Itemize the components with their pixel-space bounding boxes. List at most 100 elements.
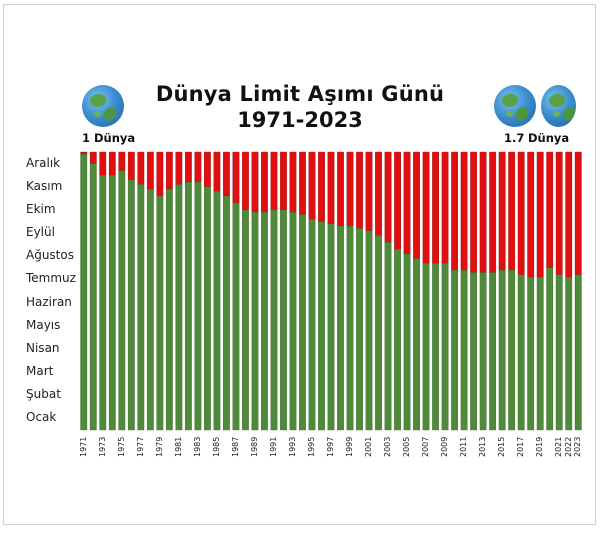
overshoot-bar-2023 xyxy=(574,151,582,275)
overshoot-bar-1992 xyxy=(280,151,287,211)
chart-title: Dünya Limit Aşımı Günü xyxy=(155,82,445,106)
budget-bar-1986 xyxy=(223,195,230,431)
budget-bar-1991 xyxy=(270,209,278,431)
overshoot-bar-1997 xyxy=(327,151,335,224)
overshoot-bar-2015 xyxy=(498,151,506,271)
budget-bar-1982 xyxy=(184,181,192,431)
overshoot-bar-2019 xyxy=(536,151,544,278)
budget-bar-2011 xyxy=(460,269,468,431)
budget-bar-2013 xyxy=(479,272,487,431)
budget-bar-2001 xyxy=(365,230,373,431)
overshoot-bar-2003 xyxy=(384,151,392,243)
overshoot-bar-1984 xyxy=(203,151,211,187)
budget-bar-1995 xyxy=(308,219,316,431)
right-globe-value: 1.7 xyxy=(504,131,525,145)
overshoot-bar-2005 xyxy=(403,151,411,255)
budget-bar-1978 xyxy=(146,188,154,431)
budget-bar-1999 xyxy=(346,225,354,431)
y-tick-label: Nisan xyxy=(26,340,60,355)
overshoot-bar-2013 xyxy=(479,151,487,273)
overshoot-bar-1981 xyxy=(175,151,183,185)
overshoot-bar-1999 xyxy=(346,151,354,227)
overshoot-bar-1987 xyxy=(232,151,240,204)
budget-bar-1985 xyxy=(213,191,221,431)
overshoot-bar-1991 xyxy=(270,151,278,211)
overshoot-bar-1973 xyxy=(99,151,107,176)
overshoot-bar-2020 xyxy=(546,151,554,268)
earth-globe-icon xyxy=(494,85,536,127)
budget-bar-2002 xyxy=(375,235,382,431)
overshoot-bar-2022 xyxy=(565,151,573,278)
overshoot-bar-2011 xyxy=(460,151,468,271)
y-tick-label: Temmuz xyxy=(26,271,76,286)
budget-bar-2004 xyxy=(394,249,401,431)
budget-bar-1997 xyxy=(327,223,335,431)
budget-bar-1993 xyxy=(289,212,297,431)
budget-bar-2009 xyxy=(441,263,449,431)
overshoot-bar-2009 xyxy=(441,151,449,264)
overshoot-bar-1979 xyxy=(156,151,164,197)
overshoot-bar-1985 xyxy=(213,151,221,192)
y-tick-label: Aralık xyxy=(26,155,61,170)
budget-bar-1992 xyxy=(280,209,287,431)
overshoot-bar-1972 xyxy=(89,151,97,164)
budget-bar-1981 xyxy=(175,184,183,431)
budget-bar-2007 xyxy=(422,263,430,431)
overshoot-bar-2018 xyxy=(527,151,535,278)
budget-bar-2005 xyxy=(403,253,411,431)
y-tick-label: Mart xyxy=(26,364,54,379)
budget-bar-2021 xyxy=(555,274,563,431)
overshoot-bar-1990 xyxy=(261,151,268,213)
overshoot-bar-1976 xyxy=(127,151,135,180)
budget-bar-1976 xyxy=(127,179,135,431)
budget-bar-2022 xyxy=(565,276,573,431)
budget-bar-2014 xyxy=(489,272,497,431)
overshoot-bar-2016 xyxy=(508,151,516,271)
y-tick-label: Mayıs xyxy=(26,317,61,332)
overshoot-bar-2000 xyxy=(356,151,363,229)
y-tick-label: Haziran xyxy=(26,294,72,309)
budget-bar-2023 xyxy=(574,274,582,431)
overshoot-bar-1978 xyxy=(146,151,154,190)
overshoot-bar-1977 xyxy=(137,151,145,185)
overshoot-bar-1993 xyxy=(289,151,297,213)
budget-bar-1973 xyxy=(99,175,107,431)
budget-bar-1971 xyxy=(80,154,88,431)
overshoot-bar-1986 xyxy=(223,151,230,197)
budget-bar-1975 xyxy=(118,170,126,431)
overshoot-bar-1983 xyxy=(194,151,202,183)
budget-bar-2003 xyxy=(384,242,392,431)
y-tick-label: Eylül xyxy=(26,225,55,240)
budget-bar-2019 xyxy=(536,276,544,431)
budget-bar-1972 xyxy=(89,163,97,431)
budget-bar-1979 xyxy=(156,195,164,431)
overshoot-bar-2014 xyxy=(489,151,497,273)
overshoot-bar-1980 xyxy=(165,151,173,190)
overshoot-bar-2008 xyxy=(432,151,439,264)
overshoot-bar-1995 xyxy=(308,151,316,220)
overshoot-bar-1989 xyxy=(251,151,259,213)
budget-bar-1977 xyxy=(137,184,145,431)
budget-bar-1989 xyxy=(251,212,259,431)
budget-bar-1990 xyxy=(261,212,268,431)
overshoot-bar-2007 xyxy=(422,151,430,264)
overshoot-bar-2001 xyxy=(365,151,373,231)
y-tick-label: Ocak xyxy=(26,410,57,425)
overshoot-bar-2002 xyxy=(375,151,382,236)
overshoot-bar-1974 xyxy=(108,151,116,176)
budget-bar-2017 xyxy=(517,274,525,431)
budget-bar-1983 xyxy=(194,181,202,431)
overshoot-bar-1988 xyxy=(242,151,249,211)
budget-bar-1988 xyxy=(242,209,249,431)
right-globe-unit: Dünya xyxy=(528,131,570,145)
overshoot-bar-1996 xyxy=(318,151,325,222)
y-tick-label: Şubat xyxy=(26,387,61,402)
budget-bar-2018 xyxy=(527,276,535,431)
overshoot-bar-2004 xyxy=(394,151,401,250)
budget-bar-2008 xyxy=(432,263,439,431)
chart-subtitle: 1971-2023 xyxy=(237,108,363,132)
overshoot-bar-2021 xyxy=(555,151,563,275)
earth-globe-icon xyxy=(82,85,124,127)
budget-bar-2006 xyxy=(413,258,420,431)
